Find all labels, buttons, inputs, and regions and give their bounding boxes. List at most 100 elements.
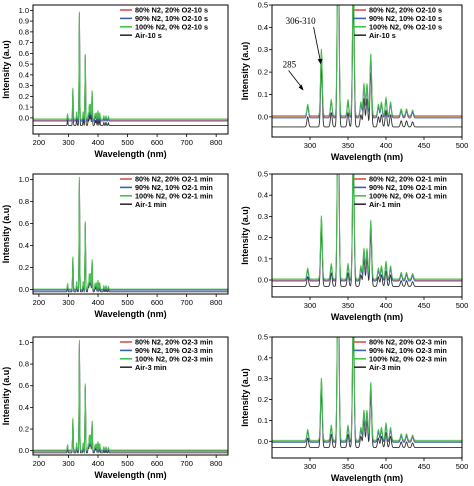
y-tick-label: 0.0: [19, 446, 29, 455]
y-axis-label: Intensity (a.u): [240, 368, 250, 427]
y-tick-label: 0.5: [258, 1, 268, 10]
y-tick-label: 0.5: [258, 333, 268, 342]
y-tick-label: 0.2: [258, 395, 268, 404]
x-tick-label: 400: [92, 298, 105, 307]
series-line-4: [33, 186, 228, 293]
series-line-1: [33, 342, 228, 452]
plot-area: [33, 176, 228, 293]
x-tick-label: 300: [304, 301, 317, 310]
series-line-3: [272, 337, 462, 441]
legend-label: Air-10 s: [135, 31, 162, 40]
annotation-arrow: [288, 70, 303, 89]
x-tick-label: 400: [92, 138, 105, 147]
y-tick-label: 0.4: [19, 70, 29, 79]
annotation-label: 306-310: [286, 16, 316, 26]
x-tick-label: 500: [456, 462, 469, 471]
legend-label: 80% N2, 20% O2-1 min: [369, 175, 447, 184]
legend-label: Air-10 s: [369, 31, 396, 40]
legend-label: 90% N2, 10% O2-3 min: [135, 346, 213, 355]
x-tick-label: 700: [180, 459, 193, 468]
series-line-4: [33, 349, 228, 454]
legend-label: 90% N2, 10% O2-10 s: [135, 14, 208, 23]
axes-frame: [271, 336, 463, 459]
y-tick-label: 0.3: [258, 374, 268, 383]
x-tick-label: 400: [380, 462, 393, 471]
x-tick-label: 350: [342, 301, 355, 310]
legend-label: 100% N2, 0% O2-10 s: [135, 22, 208, 31]
y-tick-label: 0.6: [19, 381, 29, 390]
x-tick-label: 700: [180, 298, 193, 307]
y-tick-label: 0.9: [19, 17, 29, 26]
legend-label: 80% N2, 20% O2-10 s: [135, 6, 208, 15]
y-axis-label: Intensity (a.u): [1, 40, 11, 99]
x-tick-label: 600: [151, 459, 164, 468]
x-axis-label: Wavelength (nm): [94, 470, 166, 480]
x-axis-label: Wavelength (nm): [94, 309, 166, 319]
y-tick-label: 0.7: [19, 38, 29, 47]
y-tick-label: 0.8: [19, 360, 29, 369]
series-line-1: [33, 12, 228, 122]
chart-panel-3: 200 300 400 500 600 700 800 0.0 0.2 0.4 0.6 0.8 1.0 W…: [1, 173, 229, 319]
x-tick-label: 600: [151, 298, 164, 307]
x-tick-label: 300: [62, 298, 75, 307]
series-line-3: [272, 174, 462, 280]
x-tick-label: 800: [210, 459, 223, 468]
y-tick-label: 0.8: [19, 197, 29, 206]
plot-area: [272, 5, 462, 128]
y-axis-label: Intensity (a.u): [1, 205, 11, 264]
x-tick-label: 200: [33, 138, 46, 147]
x-tick-label: 700: [180, 138, 193, 147]
y-tick-label: 0.2: [19, 425, 29, 434]
annotation-arrowhead: [298, 84, 304, 91]
legend-label: Air-3 min: [135, 363, 167, 372]
y-tick-label: 0.1: [258, 90, 268, 99]
x-tick-label: 200: [33, 298, 46, 307]
legend-label: 90% N2, 10% O2-10 s: [369, 14, 442, 23]
series-line-3: [33, 11, 228, 121]
annotation-label: 285: [283, 59, 297, 69]
y-tick-label: 0.4: [19, 403, 29, 412]
legend-label: Air-1 min: [135, 200, 167, 209]
chart-panel-4: 300 350 400 450 500 0.0 0.1 0.2 0.3 0.4 0.5 Wavelen…: [240, 170, 468, 323]
chart-panel-2: 300 350 400 450 500 0.0 0.1 0.2 0.3 0.4 0.5 Wavelen…: [240, 1, 469, 163]
y-axis-label: Intensity (a.u): [1, 367, 11, 426]
legend-label: 100% N2, 0% O2-1 min: [135, 191, 213, 200]
y-tick-label: 0.5: [19, 60, 29, 69]
x-tick-label: 500: [456, 141, 469, 150]
series-line-2: [33, 182, 228, 292]
x-tick-label: 300: [62, 138, 75, 147]
y-tick-label: 0.3: [19, 81, 29, 90]
series-line-4: [272, 337, 462, 449]
legend: 80% N2, 20% O2-10 s90% N2, 10% O2-10 s10…: [354, 6, 442, 40]
y-tick-label: 0.2: [258, 233, 268, 242]
series-line-4: [272, 5, 462, 128]
chart-panel-6: 300 350 400 450 500 0.0 0.1 0.2 0.3 0.4 0.5 Wavelen…: [240, 333, 469, 484]
x-tick-label: 400: [380, 141, 393, 150]
axes-frame: [271, 4, 463, 138]
legend-label: 80% N2, 20% O2-10 s: [369, 6, 442, 15]
x-tick-label: 450: [418, 141, 431, 150]
series-line-2: [33, 345, 228, 453]
chart-panel-1: 200 300 400 500 600 700 800 0.00.1 0.2 0.3 0.40.5 0…: [1, 4, 229, 159]
x-tick-label: 300: [304, 141, 317, 150]
series-line-3: [33, 339, 228, 452]
y-tick-label: 0.0: [19, 113, 29, 122]
legend-label: Air-1 min: [369, 200, 401, 209]
y-tick-label: 1.0: [19, 338, 29, 347]
y-tick-label: 0.2: [258, 68, 268, 77]
legend-label: 80% N2, 20% O2-1 min: [135, 175, 213, 184]
legend-label: 80% N2, 20% O2-3 min: [135, 338, 213, 347]
y-tick-label: 0.8: [19, 27, 29, 36]
legend-label: 100% N2, 0% O2-10 s: [369, 22, 442, 31]
x-tick-label: 800: [210, 298, 223, 307]
legend-label: 90% N2, 10% O2-1 min: [369, 183, 447, 192]
y-tick-label: 0.2: [19, 92, 29, 101]
y-tick-label: 1.0: [19, 6, 29, 15]
axes-frame: [32, 173, 229, 295]
legend-label: Air-3 min: [369, 363, 401, 372]
annotation-arrowhead: [317, 59, 323, 65]
y-tick-label: 0.0: [258, 276, 268, 285]
